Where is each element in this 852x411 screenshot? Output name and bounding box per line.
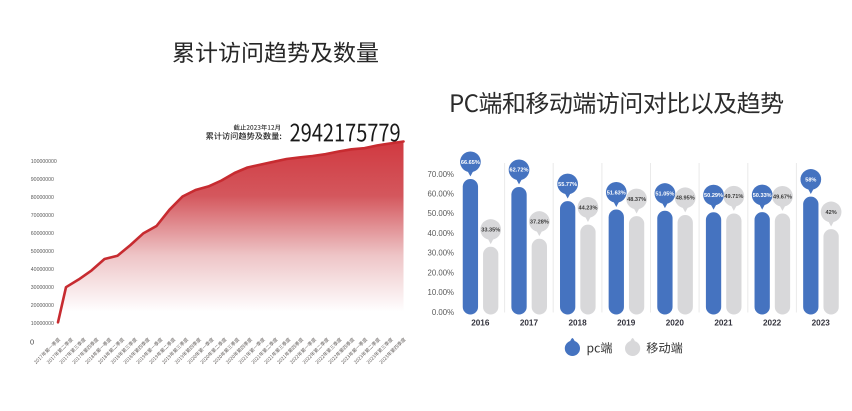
svg-text:42%: 42% [826,210,837,216]
svg-text:0.00%: 0.00% [432,308,454,317]
svg-text:40.00%: 40.00% [428,229,455,238]
svg-text:2018: 2018 [568,318,587,327]
svg-text:2021: 2021 [714,318,733,327]
svg-text:48.37%: 48.37% [627,197,646,203]
svg-text:51.63%: 51.63% [607,190,626,196]
svg-text:44.23%: 44.23% [578,205,597,211]
svg-text:49.71%: 49.71% [724,194,743,200]
svg-text:70000000: 70000000 [31,213,54,219]
svg-text:50.33%: 50.33% [753,193,772,199]
svg-text:80000000: 80000000 [31,195,54,201]
svg-text:50.29%: 50.29% [704,193,723,199]
svg-text:20000000: 20000000 [31,303,54,309]
svg-text:60000000: 60000000 [31,231,54,237]
svg-text:100000000: 100000000 [31,159,57,165]
svg-text:49.67%: 49.67% [773,194,792,200]
svg-text:60.00%: 60.00% [428,190,455,199]
svg-text:50000000: 50000000 [31,249,54,255]
svg-text:40000000: 40000000 [31,267,54,273]
svg-text:2022: 2022 [763,318,782,327]
svg-text:20.00%: 20.00% [428,268,455,277]
svg-text:30000000: 30000000 [31,285,54,291]
svg-text:37.28%: 37.28% [530,219,549,225]
svg-text:55.77%: 55.77% [558,182,577,188]
svg-text:10.00%: 10.00% [428,288,455,297]
svg-text:2023: 2023 [812,318,831,327]
svg-text:33.35%: 33.35% [481,227,500,233]
svg-text:62.72%: 62.72% [510,168,529,174]
svg-text:2016: 2016 [471,318,490,327]
svg-text:2020: 2020 [666,318,685,327]
svg-text:58%: 58% [805,177,816,183]
svg-text:30.00%: 30.00% [428,249,455,258]
svg-text:48.95%: 48.95% [676,196,695,202]
svg-text:66.65%: 66.65% [461,160,480,166]
svg-text:10000000: 10000000 [31,321,54,327]
svg-text:0: 0 [30,337,34,346]
svg-text:2017: 2017 [520,318,539,327]
svg-text:50.00%: 50.00% [428,209,455,218]
svg-text:70.00%: 70.00% [428,170,455,179]
svg-text:51.05%: 51.05% [655,191,674,197]
svg-text:2019: 2019 [617,318,636,327]
svg-text:90000000: 90000000 [31,177,54,183]
